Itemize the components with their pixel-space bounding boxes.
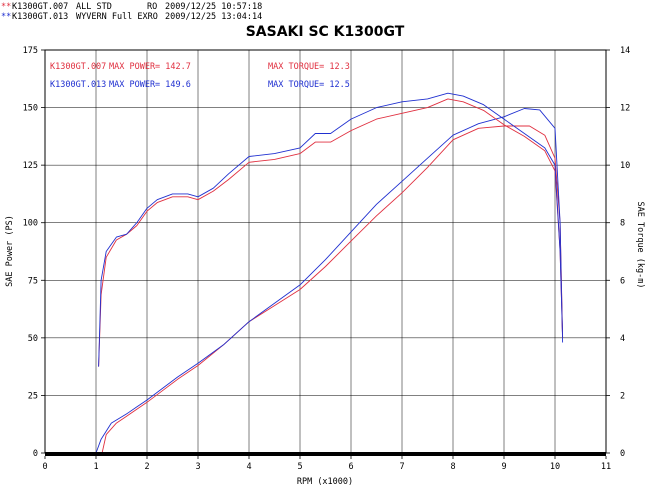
run-1-desc: ALL STD [76,2,112,12]
y2-tick-label-14: 14 [620,46,630,56]
grid [45,50,606,453]
y-axis-label: SAE Power (PS) [5,215,15,287]
y2-tick-label-0: 0 [620,449,625,459]
run-1-marker: ** [1,2,11,12]
y2-tick-label-8: 8 [620,219,625,229]
series-line-torque-run1 [98,98,564,367]
run-2-marker: ** [1,12,11,22]
run-header-1: ** K1300GT.007 ALL STD RO 2009/12/25 10:… [1,2,262,12]
y2-tick-label-6: 6 [620,276,625,286]
y-tick-label-100: 100 [23,219,38,229]
x-axis-ticks: 0 1 2 3 4 5 6 7 8 9 10 11 [42,456,611,472]
x-tick-label-11: 11 [601,462,611,472]
run-1-date: 2009/12/25 10:57:18 [165,2,262,12]
x-axis-label: RPM (x1000) [297,477,353,487]
series-line-torque-run2 [98,92,564,367]
y-tick-label-175: 175 [23,46,38,56]
x-tick-label-2: 2 [144,462,149,472]
run-header-2: ** K1300GT.013 WYVERN Full EXRO 2009/12/… [1,12,262,22]
series-line-power-run1 [101,125,564,454]
x-tick-label-4: 4 [246,462,251,472]
annotation-run2-max-power: MAX POWER= 149.6 [109,80,191,90]
y2-tick-label-12: 12 [620,104,630,114]
x-tick-label-7: 7 [399,462,404,472]
y2-axis-ticks: 0 2 4 6 8 10 12 14 [606,46,630,459]
y-tick-label-75: 75 [28,276,38,286]
series-lines [95,92,564,454]
annotation-run1-max-power: MAX POWER= 142.7 [109,62,191,72]
series-line-power-run2 [95,108,564,454]
run-2-date: 2009/12/25 13:04:14 [165,12,262,22]
run-2-desc: WYVERN Full EXRO [76,12,158,22]
y2-tick-label-10: 10 [620,161,630,171]
y2-tick-label-4: 4 [620,334,625,344]
annotation-run2-max-torque: MAX TORQUE= 12.5 [268,80,350,90]
y2-tick-label-2: 2 [620,391,625,401]
x-tick-label-9: 9 [501,462,506,472]
y-tick-label-25: 25 [28,391,38,401]
x-tick-label-6: 6 [348,462,353,472]
x-tick-label-5: 5 [297,462,302,472]
x-tick-label-0: 0 [42,462,47,472]
y2-axis-label: SAE Torque (kg-m) [635,202,645,289]
annotation-run1-max-torque: MAX TORQUE= 12.3 [268,62,350,72]
x-axis-bar [45,452,606,456]
annotation-run1-file: K1300GT.007 [50,62,106,72]
x-tick-label-10: 10 [550,462,560,472]
run-1-tag: RO [147,2,157,12]
y-tick-label-0: 0 [33,449,38,459]
x-tick-label-1: 1 [93,462,98,472]
chart-title: SASAKI SC K1300GT [246,24,405,40]
y-tick-label-50: 50 [28,334,38,344]
y-tick-label-150: 150 [23,104,38,114]
annotation-run2-file: K1300GT.013 [50,80,106,90]
x-tick-label-3: 3 [195,462,200,472]
run-1-file: K1300GT.007 [12,2,68,12]
run-2-file: K1300GT.013 [12,12,68,22]
plot-frame [44,49,607,454]
y-tick-label-125: 125 [23,161,38,171]
y-axis-ticks: 0 25 50 75 100 125 150 175 [23,46,45,459]
x-tick-label-8: 8 [450,462,455,472]
